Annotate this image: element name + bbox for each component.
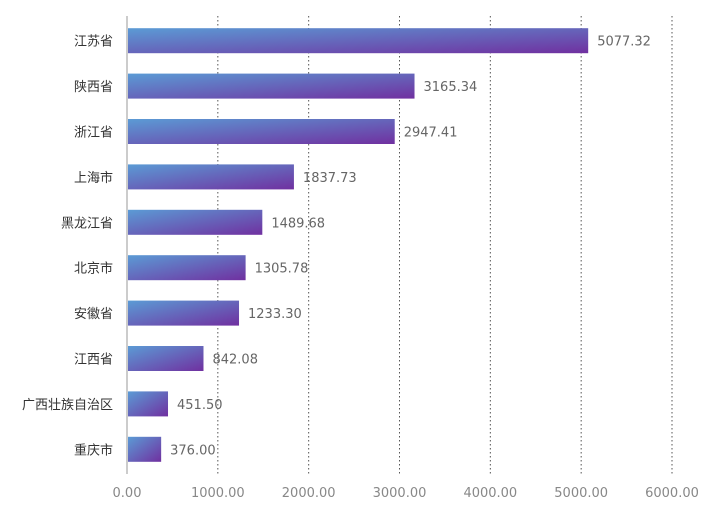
value-label: 1233.30 <box>248 307 302 322</box>
value-label: 1305.78 <box>255 262 309 277</box>
bar <box>128 300 240 326</box>
bar <box>128 164 294 190</box>
category-label: 广西壮族自治区 <box>22 397 113 413</box>
x-tick-label: 4000.00 <box>463 486 517 501</box>
bar <box>128 28 589 54</box>
category-label: 江西省 <box>74 353 113 368</box>
x-tick-label: 3000.00 <box>373 486 427 501</box>
bar <box>128 346 204 371</box>
labels: 0.00 1000.00 2000.00 3000.00 4000.00 5000.00 6… <box>22 34 699 501</box>
value-label: 2947.41 <box>404 126 458 141</box>
value-label: 842.08 <box>212 353 258 368</box>
category-label: 北京市 <box>74 261 113 277</box>
value-label: 3165.34 <box>424 80 478 95</box>
bar <box>128 255 246 281</box>
bars <box>128 28 589 462</box>
x-tick-label: 1000.00 <box>191 486 245 501</box>
category-label: 上海市 <box>74 170 113 186</box>
category-label: 江苏省 <box>74 34 113 50</box>
value-label: 451.50 <box>177 398 223 413</box>
value-label: 5077.32 <box>597 35 651 50</box>
x-tick-label: 2000.00 <box>282 486 336 501</box>
category-label: 安徽省 <box>74 307 113 322</box>
bar <box>128 73 415 99</box>
value-label: 376.00 <box>170 443 216 458</box>
bar <box>128 119 395 144</box>
category-label: 重庆市 <box>74 442 113 458</box>
x-tick-label: 6000.00 <box>645 486 699 501</box>
value-label: 1837.73 <box>303 171 357 186</box>
bar <box>128 209 263 235</box>
bar <box>128 391 169 417</box>
x-tick-label: 0.00 <box>113 486 142 501</box>
category-label: 浙江省 <box>74 126 113 141</box>
category-label: 陕西省 <box>74 80 113 95</box>
x-tick-label: 5000.00 <box>554 486 608 501</box>
category-label: 黑龙江省 <box>61 216 113 231</box>
bar <box>128 436 162 462</box>
value-label: 1489.68 <box>271 216 325 231</box>
